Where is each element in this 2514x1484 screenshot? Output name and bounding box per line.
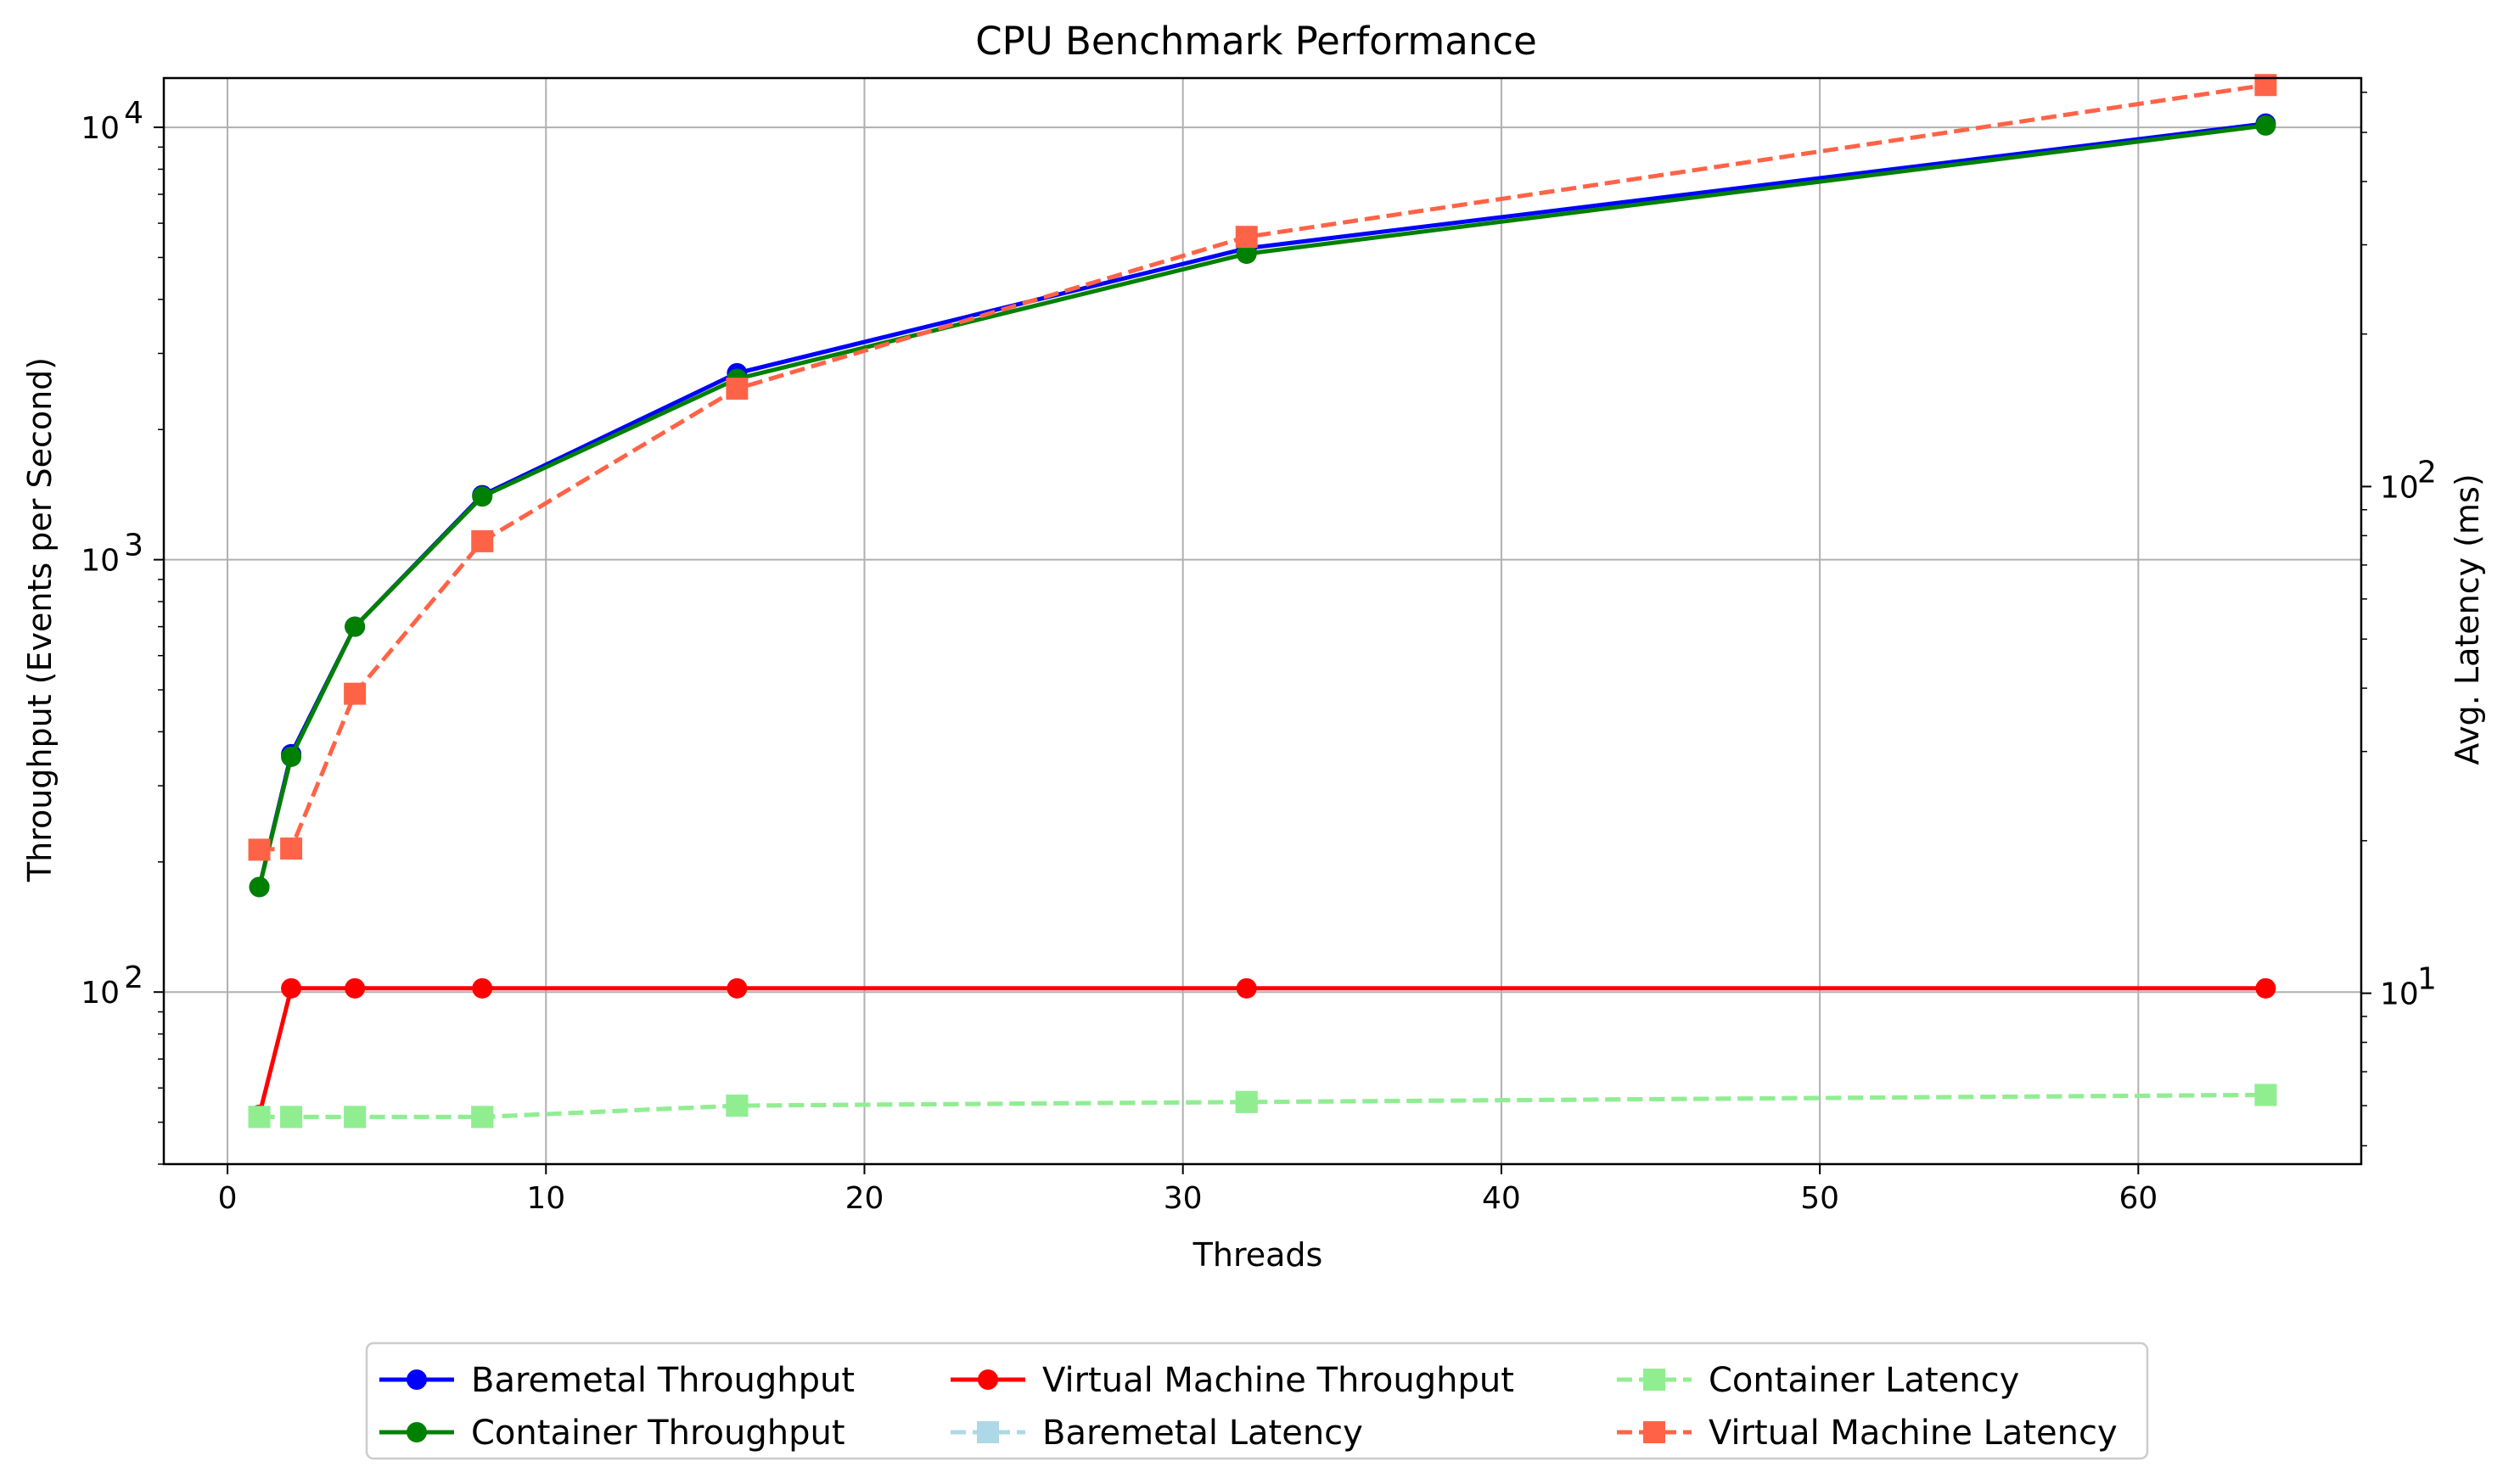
data-point xyxy=(471,529,494,552)
legend-marker xyxy=(1643,1369,1665,1391)
legend-label: Baremetal Throughput xyxy=(471,1361,855,1400)
legend-items: Baremetal Throughput Container Throughput… xyxy=(379,1361,2118,1453)
y2-tick-label: 10 xyxy=(2380,470,2419,505)
legend-item: Virtual Machine Throughput xyxy=(951,1361,1514,1400)
y-tick-label: 10 xyxy=(81,976,120,1011)
y2-axis-label: Avg. Latency (ms) xyxy=(2449,473,2486,764)
x-tick-label: 10 xyxy=(526,1181,565,1216)
x-tick-label: 30 xyxy=(1164,1181,1203,1216)
legend-item: Baremetal Throughput xyxy=(379,1361,855,1400)
data-point xyxy=(281,746,302,767)
legend-marker xyxy=(407,1422,427,1442)
data-point xyxy=(345,977,366,999)
data-point xyxy=(248,838,271,861)
y2-tick-label: 10 xyxy=(2380,977,2419,1012)
legend-item: Virtual Machine Latency xyxy=(1617,1414,2118,1453)
legend-marker xyxy=(407,1369,427,1390)
legend-frame xyxy=(365,1341,2149,1460)
y-tick-label: 10 xyxy=(81,544,120,579)
data-point xyxy=(1235,1090,1258,1113)
y-tick-exponent: 2 xyxy=(124,960,143,995)
y-tick-exponent: 3 xyxy=(124,529,143,563)
data-point xyxy=(2254,1084,2277,1106)
data-point xyxy=(1236,244,1257,265)
data-point xyxy=(1235,226,1258,249)
data-point xyxy=(280,1106,303,1128)
chart-title: CPU Benchmark Performance xyxy=(975,19,1537,64)
x-tick-label: 60 xyxy=(2118,1181,2158,1216)
data-point xyxy=(472,486,493,507)
x-axis-label: Threads xyxy=(1192,1236,1323,1274)
legend-label: Virtual Machine Throughput xyxy=(1042,1361,1514,1400)
data-point xyxy=(344,682,367,705)
series-layer xyxy=(248,74,2277,1128)
x-tick-label: 40 xyxy=(1482,1181,1521,1216)
y2-tick-exponent: 2 xyxy=(2417,455,2437,490)
data-point xyxy=(2255,115,2276,136)
y2-tick-exponent: 1 xyxy=(2417,962,2437,997)
grid xyxy=(164,78,2361,1164)
data-point xyxy=(281,977,302,999)
y-tick-label: 10 xyxy=(81,111,120,146)
data-point xyxy=(344,1106,367,1128)
data-point xyxy=(2255,977,2276,999)
x-tick-label: 20 xyxy=(845,1181,884,1216)
data-point xyxy=(471,1106,494,1128)
data-point xyxy=(726,378,749,400)
legend: Baremetal Throughput Container Throughput… xyxy=(365,1341,2149,1460)
x-tick-label: 50 xyxy=(1800,1181,1839,1216)
legend-marker xyxy=(977,1421,999,1443)
legend-marker xyxy=(978,1369,998,1390)
series-virtual-machine-latency xyxy=(248,74,2277,861)
series-container-latency xyxy=(248,1084,2277,1128)
x-tick-label: 0 xyxy=(218,1181,238,1216)
data-point xyxy=(248,1106,271,1128)
data-point xyxy=(1236,977,1257,999)
legend-item: Baremetal Latency xyxy=(951,1414,1363,1453)
data-point xyxy=(727,977,748,999)
data-point xyxy=(280,837,303,860)
legend-item: Container Throughput xyxy=(379,1414,845,1453)
legend-marker xyxy=(1643,1421,1665,1443)
x-axis: 0 10 20 30 40 50 60 xyxy=(218,1164,2158,1216)
y-tick-exponent: 4 xyxy=(124,96,143,131)
legend-label: Container Throughput xyxy=(471,1414,845,1453)
legend-label: Baremetal Latency xyxy=(1042,1414,1363,1453)
legend-label: Container Latency xyxy=(1709,1361,2019,1400)
data-point xyxy=(472,977,493,999)
data-point xyxy=(726,1095,749,1117)
plot-frame xyxy=(162,76,2363,1166)
data-point xyxy=(345,616,366,637)
legend-item: Container Latency xyxy=(1617,1361,2019,1400)
data-point xyxy=(249,876,270,898)
y-axis-label: Throughput (Events per Second) xyxy=(21,357,59,882)
legend-label: Virtual Machine Latency xyxy=(1709,1414,2118,1453)
